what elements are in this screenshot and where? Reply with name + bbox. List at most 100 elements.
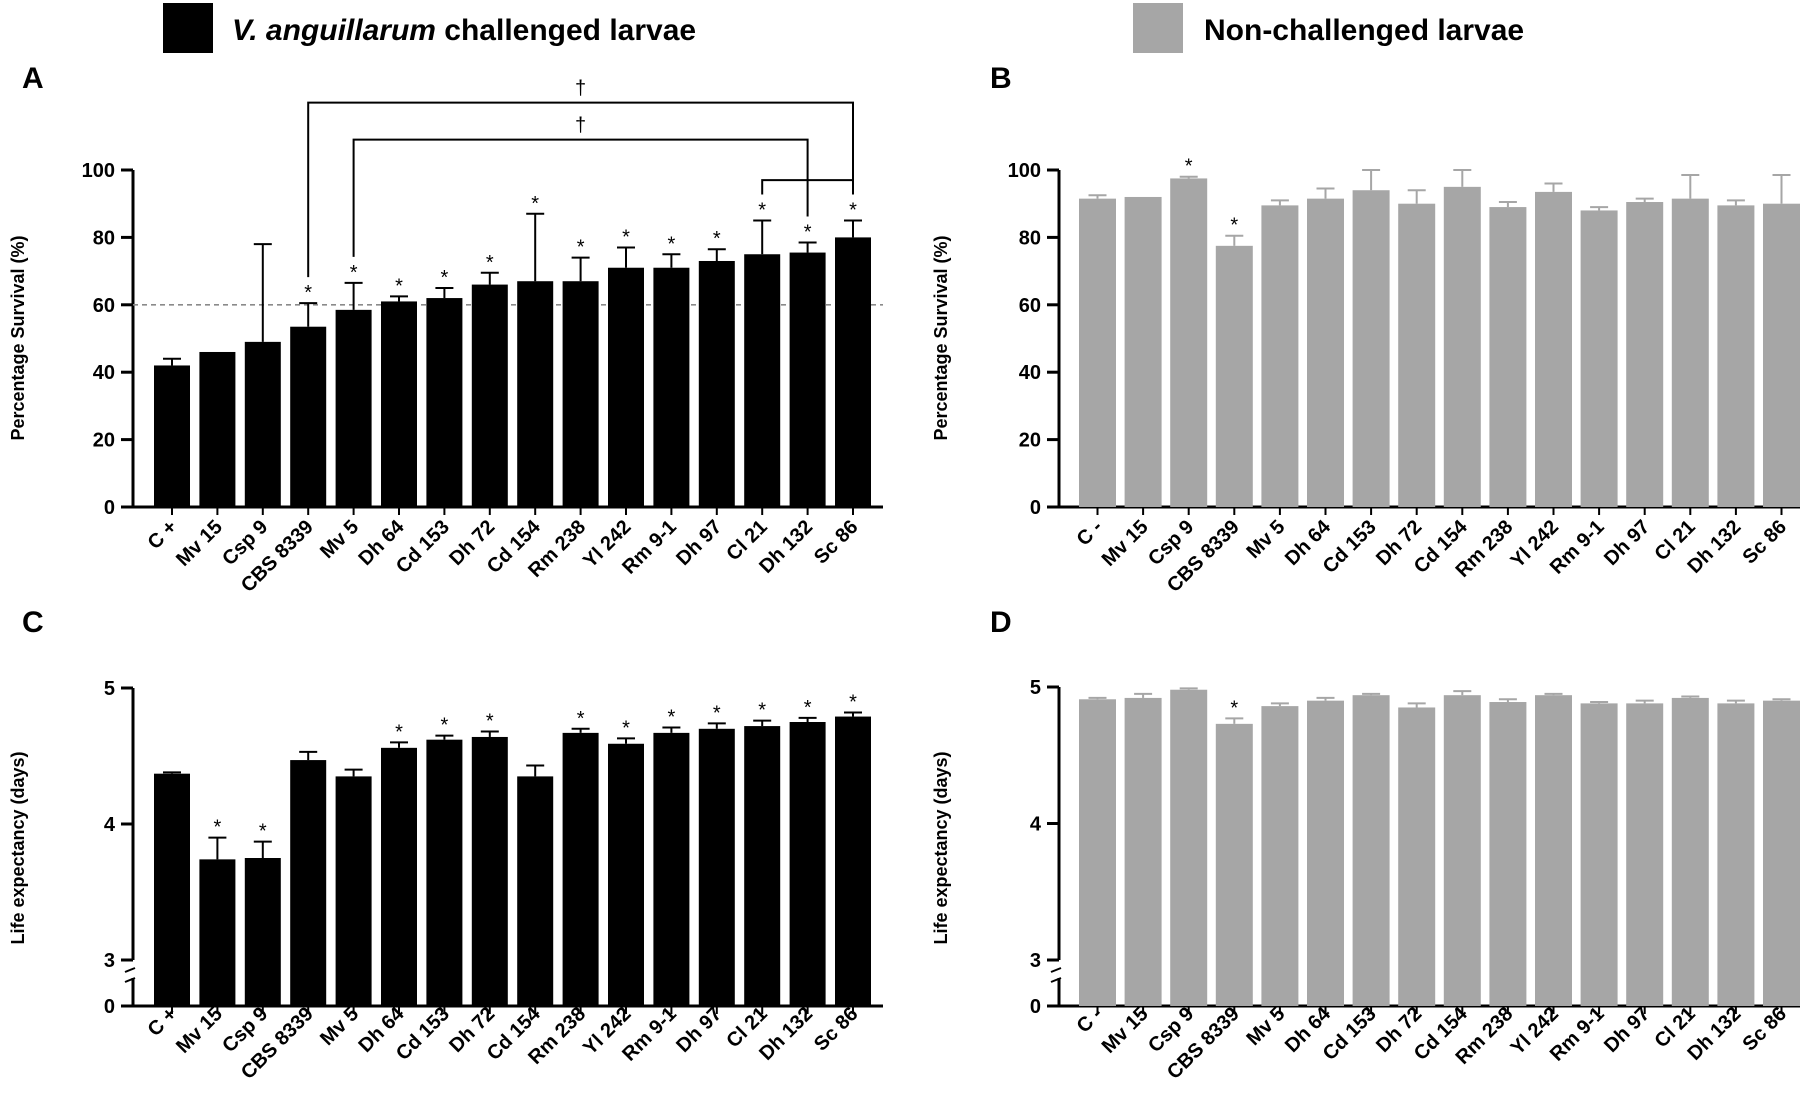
- legend-label-challenged: V. anguillarum challenged larvae: [232, 14, 696, 47]
- bar: [1671, 697, 1709, 1006]
- comparison-bracket: [761, 179, 854, 195]
- chart-panel-b: 0 20 40 60 80 100 Percentage Survival (%) C -Mv…: [931, 156, 1800, 597]
- y-tick-label: 4: [104, 814, 116, 836]
- y-tick-label: 40: [93, 362, 115, 384]
- significance-marker: *: [713, 702, 721, 724]
- y-tick-label: 100: [82, 160, 115, 182]
- bar: [199, 351, 236, 507]
- bar: [744, 254, 781, 507]
- y-tick-label: 3: [1030, 950, 1041, 972]
- bar: [1626, 202, 1664, 507]
- panel-letter-b: B: [990, 62, 1012, 95]
- y-tick-label: 5: [1030, 677, 1041, 699]
- bar: [1307, 198, 1344, 507]
- x-tick-label: Dh 97: [672, 516, 726, 570]
- y-tick-label: 60: [1019, 295, 1041, 317]
- bar: [1398, 707, 1436, 1006]
- y-tick-label: 20: [1019, 430, 1041, 452]
- bar: [562, 281, 599, 507]
- x-tick-label: Mv 15: [1098, 1003, 1153, 1058]
- bar: [1215, 723, 1253, 1006]
- bar: [335, 309, 372, 507]
- significance-marker: *: [849, 200, 857, 222]
- significance-marker: *: [849, 691, 857, 713]
- x-tick-label: Dh 97: [672, 1003, 726, 1057]
- bar: [1489, 702, 1527, 1006]
- significance-marker: *: [622, 717, 630, 739]
- y-tick-label: 5: [104, 678, 115, 700]
- bar: [1489, 207, 1527, 507]
- bar: [154, 773, 190, 1006]
- y-axis-title: Percentage Survival (%): [931, 235, 951, 440]
- bar: [426, 298, 463, 507]
- significance-marker: *: [668, 233, 676, 255]
- significance-marker: *: [441, 267, 449, 289]
- bar: [1763, 700, 1800, 1006]
- y-tick-label: 0: [1030, 497, 1041, 519]
- bar: [1261, 706, 1299, 1006]
- bracket-label: †: [575, 115, 586, 137]
- significance-marker: *: [713, 228, 721, 250]
- axis-break-mark: [1050, 977, 1062, 983]
- bar: [789, 252, 826, 507]
- x-tick-label: C +: [144, 516, 182, 554]
- bar: [517, 281, 554, 507]
- legend: V. anguillarum challenged larvae Non-cha…: [163, 3, 1524, 53]
- bar: [1717, 205, 1755, 507]
- x-tick-label: Mv 15: [172, 516, 227, 571]
- bar: [1443, 695, 1481, 1006]
- bar: [698, 260, 735, 507]
- y-tick-label: 100: [1008, 160, 1041, 182]
- y-tick-label: 20: [93, 430, 115, 452]
- significance-marker: *: [1230, 697, 1238, 719]
- bar: [1671, 198, 1709, 507]
- legend-swatch-nonchallenged: [1133, 3, 1183, 53]
- x-tick-label: Mv 15: [172, 1003, 227, 1058]
- significance-marker: *: [259, 821, 267, 843]
- x-tick-label: Sc 86: [810, 1003, 863, 1056]
- y-tick-label: 0: [1030, 996, 1041, 1018]
- bar: [154, 365, 190, 507]
- bar: [1443, 186, 1481, 507]
- chart-panel-a: 0 20 40 60 80 100 Percentage Survival (%) C +Mv…: [8, 78, 883, 597]
- panel-letter-a: A: [22, 62, 44, 95]
- y-tick-label: 3: [104, 950, 115, 972]
- x-tick-label: Mv 15: [1098, 516, 1153, 571]
- y-tick-label: 0: [104, 996, 115, 1018]
- bar: [244, 341, 281, 507]
- y-tick-label: 60: [93, 295, 115, 317]
- bar: [835, 237, 871, 507]
- x-tick-label: C -: [1073, 516, 1107, 550]
- bar: [1215, 245, 1253, 507]
- significance-marker: *: [577, 708, 585, 730]
- y-axis-title: Percentage Survival (%): [8, 235, 28, 440]
- y-tick-label: 80: [1019, 227, 1041, 249]
- bar: [1124, 697, 1162, 1006]
- bar: [426, 739, 463, 1006]
- axis-break-mark: [124, 977, 136, 983]
- significance-marker: *: [577, 237, 585, 259]
- bar: [1535, 695, 1572, 1006]
- bar: [1580, 210, 1618, 507]
- significance-marker: *: [804, 697, 812, 719]
- bar: [744, 726, 781, 1006]
- bar: [1580, 703, 1618, 1006]
- significance-marker: *: [350, 262, 358, 284]
- significance-marker: *: [304, 282, 312, 304]
- bar: [608, 743, 644, 1006]
- bar: [698, 728, 735, 1006]
- significance-marker: *: [531, 193, 539, 215]
- bar: [1170, 178, 1208, 508]
- bar: [653, 267, 690, 507]
- bar: [1079, 699, 1116, 1006]
- significance-marker: *: [1230, 215, 1238, 237]
- x-tick-label: Sc 86: [1739, 1003, 1792, 1056]
- legend-label-nonchallenged: Non-challenged larvae: [1204, 14, 1524, 47]
- bracket-label: †: [575, 78, 586, 100]
- y-tick-label: 40: [1019, 362, 1041, 384]
- bar: [1079, 198, 1116, 507]
- significance-marker: *: [758, 200, 766, 222]
- x-tick-label: C -: [1073, 1003, 1107, 1037]
- y-axis-title: Life expectancy (days): [931, 751, 951, 944]
